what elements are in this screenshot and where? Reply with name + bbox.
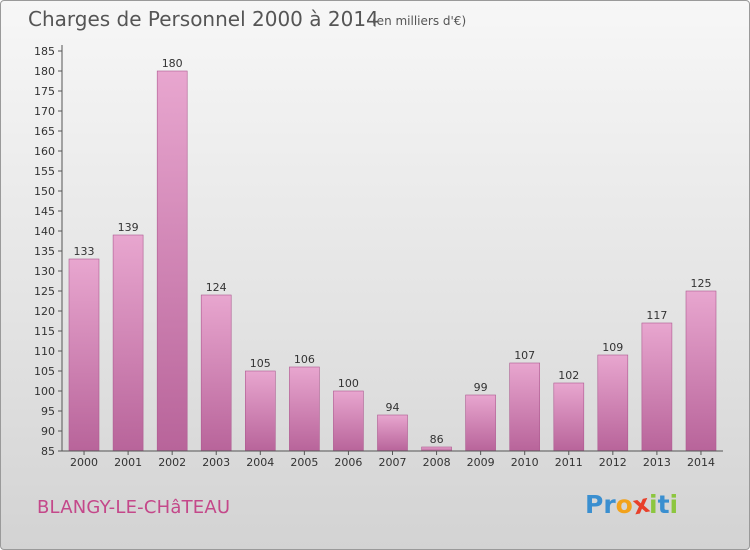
y-tick-label: 130: [34, 265, 55, 278]
value-label-2008: 86: [430, 433, 444, 446]
x-tick-label: 2007: [379, 456, 407, 469]
bar-2001: [112, 234, 144, 452]
y-tick-label: 185: [34, 45, 55, 58]
y-tick-label: 150: [34, 185, 55, 198]
y-tick-label: 155: [34, 165, 55, 178]
x-tick-label: 2011: [555, 456, 583, 469]
y-tick-label: 90: [41, 425, 55, 438]
x-tick-label: 2009: [467, 456, 495, 469]
bar-2008: [421, 446, 452, 452]
logo-letter: r: [603, 490, 616, 519]
bar-2014: [685, 290, 717, 452]
bar-2010: [509, 362, 541, 452]
value-label-2009: 99: [474, 381, 488, 394]
logo-letter: t: [657, 490, 670, 519]
value-label-2012: 109: [602, 341, 623, 354]
y-tick-label: 135: [34, 245, 55, 258]
y-tick-label: 110: [34, 345, 55, 358]
chart-title: Charges de Personnel 2000 à 2014: [28, 7, 379, 31]
bar-2013: [641, 322, 673, 452]
y-tick-label: 120: [34, 305, 55, 318]
chart-subtitle: (en milliers d'€): [372, 14, 467, 28]
bar-2012: [597, 354, 629, 452]
bar-2000: [68, 258, 100, 452]
x-tick-label: 2002: [158, 456, 186, 469]
bar-2006: [333, 390, 364, 452]
bar-2003: [200, 294, 232, 452]
value-label-2006: 100: [338, 377, 359, 390]
x-tick-label: 2004: [246, 456, 274, 469]
y-tick-label: 140: [34, 225, 55, 238]
y-tick-label: 105: [34, 365, 55, 378]
bar-2004: [245, 370, 276, 452]
y-tick-label: 85: [41, 445, 55, 458]
x-tick-label: 2003: [202, 456, 230, 469]
value-label-2014: 125: [691, 277, 712, 290]
value-label-2005: 106: [294, 353, 315, 366]
value-label-2013: 117: [646, 309, 667, 322]
y-tick-label: 95: [41, 405, 55, 418]
x-tick-label: 2013: [643, 456, 671, 469]
logo-letter: i: [669, 490, 679, 519]
y-tick-label: 115: [34, 325, 55, 338]
y-tick-label: 180: [34, 65, 55, 78]
logo-letter: o: [615, 490, 633, 519]
x-tick-label: 2014: [687, 456, 715, 469]
value-label-2011: 102: [558, 369, 579, 382]
bar-2011: [553, 382, 585, 452]
y-tick-label: 175: [34, 85, 55, 98]
y-tick-label: 100: [34, 385, 55, 398]
x-tick-label: 2005: [290, 456, 318, 469]
x-tick-label: 2000: [70, 456, 98, 469]
y-tick-label: 125: [34, 285, 55, 298]
x-tick-label: 2001: [114, 456, 142, 469]
y-tick-label: 145: [34, 205, 55, 218]
value-label-2001: 139: [118, 221, 139, 234]
value-label-2003: 124: [206, 281, 227, 294]
x-tick-label: 2008: [423, 456, 451, 469]
value-label-2000: 133: [74, 245, 95, 258]
bar-2005: [289, 366, 320, 452]
x-tick-label: 2012: [599, 456, 627, 469]
bar-2007: [377, 414, 408, 452]
bar-2002: [156, 70, 188, 452]
y-tick-label: 165: [34, 125, 55, 138]
x-tick-label: 2010: [511, 456, 539, 469]
y-tick-label: 160: [34, 145, 55, 158]
value-label-2004: 105: [250, 357, 271, 370]
place-name: BLANGY-LE-CHâTEAU: [37, 497, 231, 518]
value-label-2007: 94: [386, 401, 400, 414]
y-tick-label: 170: [34, 105, 55, 118]
x-tick-label: 2006: [334, 456, 362, 469]
value-label-2002: 180: [162, 57, 183, 70]
proxiti-logo: Proxiti: [585, 489, 679, 521]
bar-2009: [465, 394, 496, 452]
logo-letter: i: [649, 490, 658, 519]
value-label-2010: 107: [514, 349, 535, 362]
logo-letter: P: [585, 490, 604, 519]
